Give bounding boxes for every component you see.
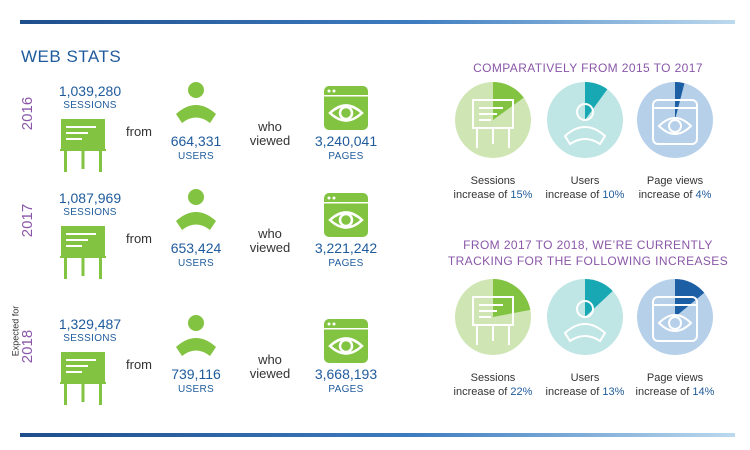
pages-value: 3,668,193 (314, 366, 378, 382)
from-text: from (126, 124, 152, 139)
pie-chart-sessions (455, 279, 531, 355)
section-heading-2-line2: TRACKING FOR THE FOLLOWING INCREASES (447, 254, 729, 268)
pie-data-label: 22% (510, 386, 533, 398)
top-divider (20, 20, 735, 24)
pie-series-name: Sessions (470, 175, 516, 187)
easel-icon (60, 116, 106, 177)
pages-value: 3,240,041 (314, 133, 378, 149)
who-text: who (258, 119, 282, 134)
users-value: 664,331 (170, 133, 222, 149)
pie-data-label: 13% (602, 386, 625, 398)
pie-chart-page-views (637, 82, 713, 158)
section-heading-2: FROM 2017 TO 2018, WE’RE CURRENTLY TRACK… (443, 237, 733, 269)
pie-data-label: 10% (602, 189, 625, 201)
pages-value: 3,221,242 (314, 240, 378, 256)
pie-series-name: Page views (646, 372, 704, 384)
pages-label: PAGES (328, 151, 364, 162)
user-icon (174, 82, 218, 131)
pie-data-label: 4% (695, 189, 712, 201)
user-icon (174, 189, 218, 238)
viewed-text: viewed (249, 133, 291, 148)
section-heading-1: COMPARATIVELY FROM 2015 TO 2017 (443, 60, 733, 76)
user-outline-icon (563, 103, 607, 146)
eye-icon (324, 193, 368, 242)
bottom-divider (20, 433, 735, 437)
eye-icon (324, 319, 368, 368)
who-text: who (258, 352, 282, 367)
pie-caption: Sessions increase of 15% (443, 174, 543, 202)
sessions-value: 1,039,280 (58, 83, 122, 99)
pie-caption: Users increase of 13% (535, 371, 635, 399)
who-viewed-text: who viewed (240, 227, 300, 255)
easel-icon (60, 349, 106, 410)
who-viewed-text: who viewed (240, 120, 300, 148)
pie-slice-increase (585, 82, 608, 120)
viewed-text: viewed (249, 240, 291, 255)
pie-chart-page-views (637, 279, 713, 355)
pie-series-name: Users (570, 372, 600, 384)
who-viewed-text: who viewed (240, 353, 300, 381)
sessions-label: SESSIONS (63, 100, 117, 111)
pie-series-name: Sessions (470, 372, 516, 384)
users-label: USERS (178, 384, 214, 395)
pie-caption: Sessions increase of 22% (443, 371, 543, 399)
sessions-value: 1,087,969 (58, 190, 122, 206)
year-label: 2016 (19, 96, 37, 131)
pie-increase-line: increase of 10% (535, 188, 635, 202)
pie-caption-text: increase of (635, 386, 690, 398)
year-label: 2017 (19, 203, 37, 238)
pie-chart-users (547, 279, 623, 355)
easel-outline-icon (472, 296, 514, 345)
year-label: 2018 (19, 329, 37, 364)
section-heading-2-line1: FROM 2017 TO 2018, WE’RE CURRENTLY (463, 238, 713, 252)
page-title: WEB STATS (21, 47, 122, 66)
sessions-label: SESSIONS (63, 207, 117, 218)
expected-label: Expected for (10, 305, 21, 357)
pie-caption-text: increase of (545, 386, 600, 398)
pie-increase-line: increase of 15% (443, 188, 543, 202)
pie-caption: Page views increase of 4% (625, 174, 725, 202)
pages-label: PAGES (328, 384, 364, 395)
pie-chart-sessions (455, 82, 531, 158)
pie-caption: Page views increase of 14% (625, 371, 725, 399)
pie-increase-line: increase of 4% (625, 188, 725, 202)
user-icon (174, 315, 218, 364)
section-heading-1-text: COMPARATIVELY FROM 2015 TO 2017 (473, 61, 703, 75)
users-label: USERS (178, 151, 214, 162)
eye-icon (324, 86, 368, 135)
pie-caption-text: increase of (638, 189, 693, 201)
eye-outline-icon (652, 296, 698, 342)
pie-caption: Users increase of 10% (535, 174, 635, 202)
pie-data-label: 15% (510, 189, 533, 201)
pie-data-label: 14% (692, 386, 715, 398)
users-value: 653,424 (170, 240, 222, 256)
viewed-text: viewed (249, 366, 291, 381)
users-value: 739,116 (171, 366, 221, 382)
who-text: who (258, 226, 282, 241)
eye-outline-icon (652, 99, 698, 145)
pie-caption-text: increase of (545, 189, 600, 201)
pie-caption-text: increase of (453, 189, 508, 201)
user-outline-icon (563, 300, 607, 343)
pages-label: PAGES (328, 258, 364, 269)
pie-increase-line: increase of 13% (535, 385, 635, 399)
easel-outline-icon (472, 99, 514, 148)
pie-increase-line: increase of 14% (625, 385, 725, 399)
sessions-value: 1,329,487 (58, 316, 122, 332)
sessions-label: SESSIONS (63, 333, 117, 344)
from-text: from (126, 357, 152, 372)
users-label: USERS (178, 258, 214, 269)
easel-icon (60, 223, 106, 284)
pie-series-name: Page views (646, 175, 704, 187)
pie-chart-users (547, 82, 623, 158)
pie-caption-text: increase of (453, 386, 508, 398)
pie-series-name: Users (570, 175, 600, 187)
pie-increase-line: increase of 22% (443, 385, 543, 399)
from-text: from (126, 231, 152, 246)
